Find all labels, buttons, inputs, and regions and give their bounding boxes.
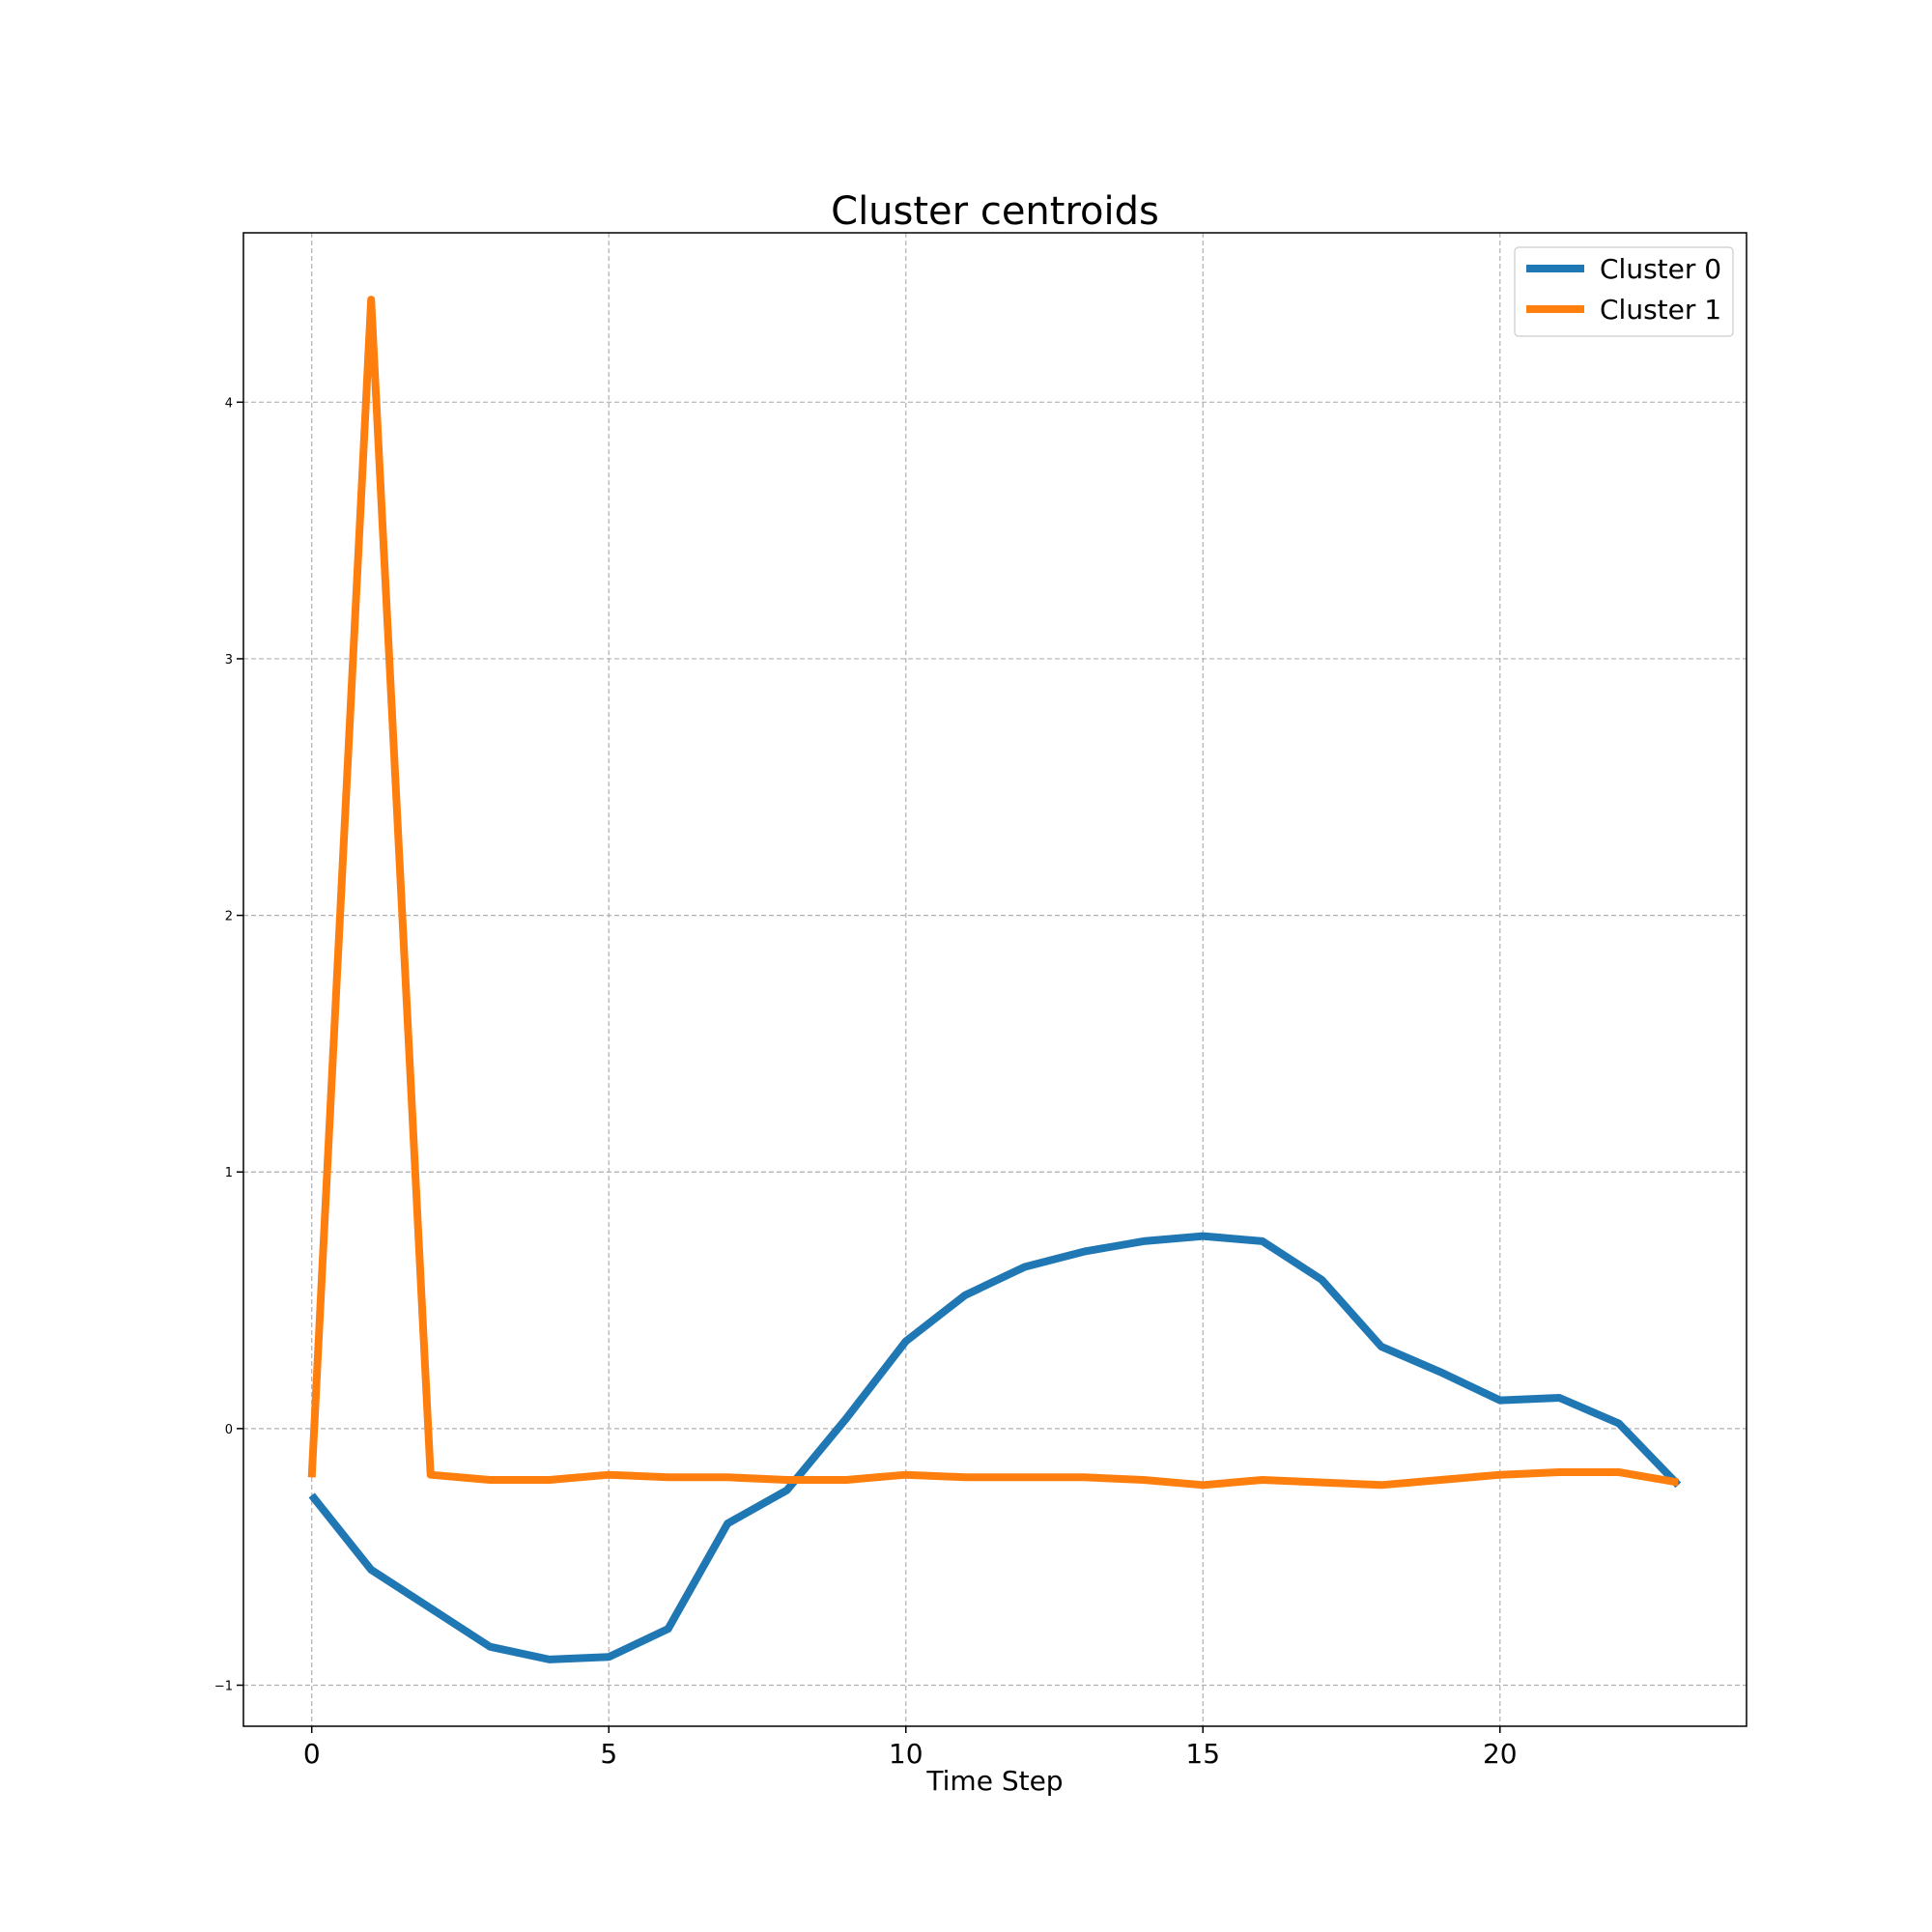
legend: Cluster 0 Cluster 1 (1514, 246, 1734, 337)
series-line-cluster-1 (307, 296, 1679, 1490)
y-tick-label: 4 (225, 396, 233, 411)
legend-label: Cluster 1 (1600, 294, 1721, 326)
x-tick-label: 5 (600, 1738, 617, 1770)
series-lines (307, 296, 1682, 1663)
y-tick-label: 3 (225, 653, 233, 668)
y-tick-label: 1 (225, 1166, 233, 1180)
plot-area-frame (242, 232, 1747, 1727)
y-tick-label: −1 (214, 1679, 233, 1693)
x-axis-ticks: 0 5 10 15 20 (303, 1726, 1518, 1770)
chart-title: Cluster centroids (831, 189, 1159, 234)
y-axis-ticks: −1 0 1 2 3 4 (214, 396, 243, 1693)
y-tick-label: 0 (225, 1423, 233, 1437)
grid-lines (243, 233, 1747, 1726)
series-line-cluster-0 (308, 1232, 1682, 1663)
x-tick-label: 15 (1185, 1738, 1220, 1770)
x-tick-label: 20 (1483, 1738, 1518, 1770)
y-tick-label: 2 (225, 910, 233, 924)
x-tick-label: 0 (303, 1738, 321, 1770)
x-axis-label: Time Step (925, 1765, 1063, 1797)
legend-label: Cluster 0 (1600, 253, 1721, 285)
x-tick-label: 10 (889, 1738, 923, 1770)
